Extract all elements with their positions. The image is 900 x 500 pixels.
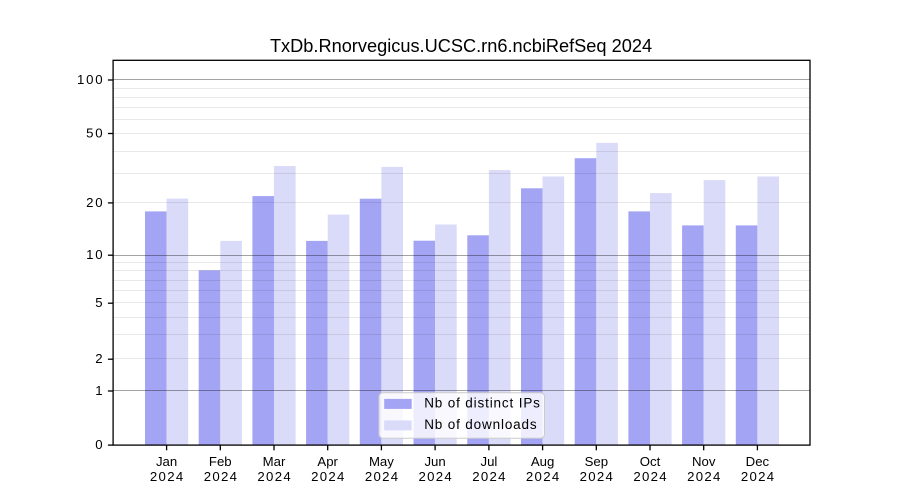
svg-text:2024: 2024 [741, 469, 776, 484]
svg-text:10: 10 [86, 247, 104, 262]
svg-text:2024: 2024 [472, 469, 507, 484]
svg-text:Jun: Jun [424, 454, 445, 469]
svg-text:2024: 2024 [687, 469, 722, 484]
svg-text:2024: 2024 [419, 469, 454, 484]
svg-text:Aug: Aug [531, 454, 554, 469]
svg-text:2024: 2024 [365, 469, 400, 484]
svg-text:TxDb.Rnorvegicus.UCSC.rn6.ncbi: TxDb.Rnorvegicus.UCSC.rn6.ncbiRefSeq 202… [270, 36, 652, 56]
svg-text:Mar: Mar [263, 454, 286, 469]
svg-text:2024: 2024 [311, 469, 346, 484]
svg-text:5: 5 [95, 295, 104, 310]
svg-text:Jan: Jan [156, 454, 177, 469]
svg-text:20: 20 [86, 195, 104, 210]
svg-text:100: 100 [77, 72, 104, 87]
svg-text:Nb of downloads: Nb of downloads [424, 417, 537, 432]
svg-text:1: 1 [95, 383, 104, 398]
svg-text:50: 50 [86, 126, 104, 141]
svg-text:2024: 2024 [526, 469, 561, 484]
svg-text:2024: 2024 [633, 469, 668, 484]
svg-text:Sep: Sep [585, 454, 608, 469]
svg-text:0: 0 [95, 437, 104, 452]
svg-text:May: May [369, 454, 394, 469]
svg-text:Oct: Oct [640, 454, 661, 469]
svg-text:Jul: Jul [480, 454, 497, 469]
svg-text:2: 2 [95, 351, 104, 366]
svg-text:2024: 2024 [150, 469, 185, 484]
svg-text:Dec: Dec [746, 454, 770, 469]
svg-text:Apr: Apr [317, 454, 338, 469]
svg-text:Nov: Nov [692, 454, 716, 469]
svg-text:2024: 2024 [580, 469, 615, 484]
svg-text:Feb: Feb [209, 454, 232, 469]
svg-text:Nb of distinct IPs: Nb of distinct IPs [424, 396, 541, 411]
svg-text:2024: 2024 [257, 469, 292, 484]
svg-text:2024: 2024 [204, 469, 239, 484]
